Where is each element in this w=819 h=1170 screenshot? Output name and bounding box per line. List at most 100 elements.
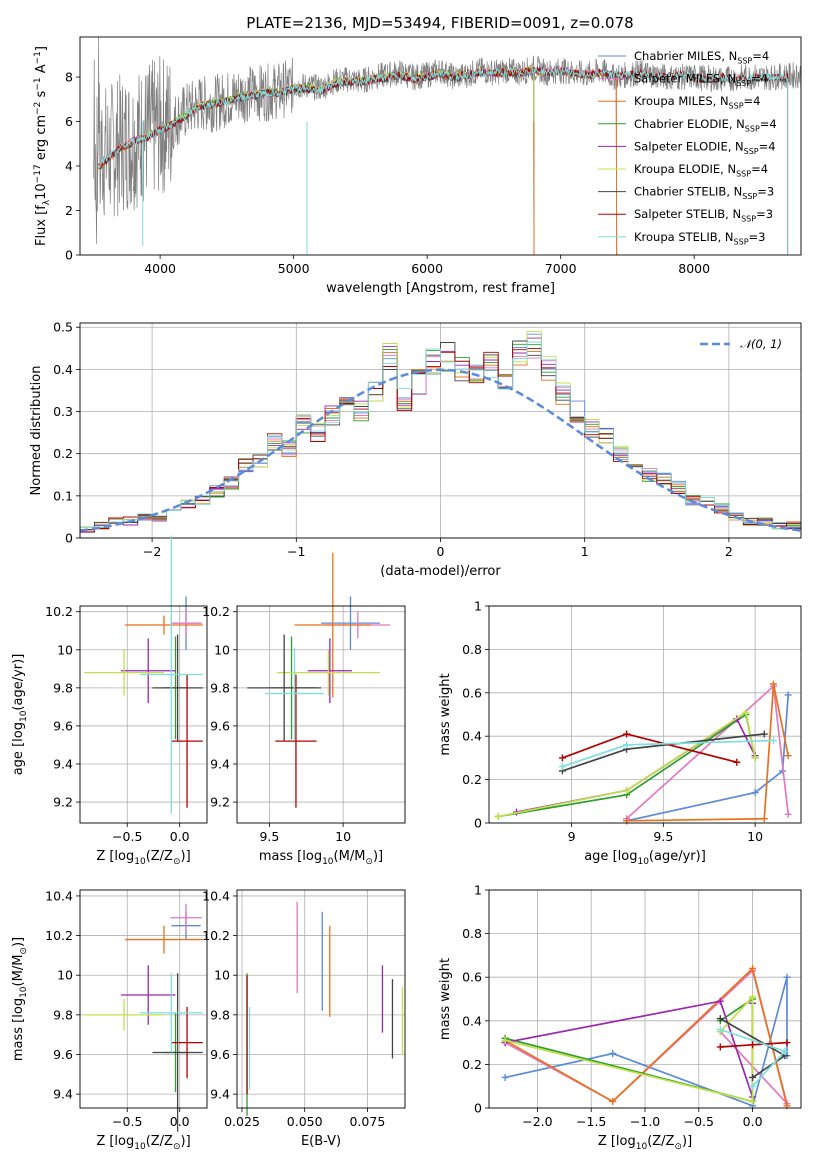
weight-marker bbox=[558, 754, 566, 762]
legend-label: Salpeter STELIB, NSSP=3 bbox=[634, 207, 773, 223]
y-axis-label: age [log10(age/yr)] bbox=[11, 654, 29, 776]
weight-series bbox=[494, 711, 759, 820]
y-tick-label: 1 bbox=[474, 883, 482, 898]
y-tick-label: 9.6 bbox=[53, 718, 73, 733]
weight-marker bbox=[609, 1050, 617, 1057]
weight-series bbox=[716, 1039, 791, 1051]
model-fit-line bbox=[98, 67, 618, 255]
legend-label: Kroupa MILES, NSSP=4 bbox=[634, 94, 760, 110]
error-bar-point bbox=[125, 925, 203, 954]
x-tick-label: 0.075 bbox=[349, 1114, 385, 1129]
y-tick-label: 9.8 bbox=[53, 680, 73, 695]
model-fit-line bbox=[98, 66, 618, 255]
figure-title: PLATE=2136, MJD=53494, FIBERID=0091, z=0… bbox=[246, 14, 633, 32]
y-axis-label: mass weight bbox=[438, 673, 453, 755]
x-tick-label: 0.050 bbox=[287, 1114, 323, 1129]
error-bar-point bbox=[139, 973, 203, 1053]
y-axis-label: mass [log10(M/M⊙)] bbox=[11, 937, 29, 1061]
axes-frame bbox=[79, 36, 802, 256]
x-tick-label: −2 bbox=[143, 544, 161, 559]
x-tick-label: −0.5 bbox=[112, 829, 142, 844]
legend: 𝒩(0, 1) bbox=[700, 337, 782, 351]
x-tick-label: 4000 bbox=[144, 261, 176, 276]
y-tick-label: 9.8 bbox=[53, 1007, 73, 1022]
weight-series bbox=[716, 1015, 789, 1081]
grid-lines bbox=[80, 890, 207, 1108]
weight-marker bbox=[751, 754, 759, 762]
error-bar-point bbox=[152, 973, 203, 1132]
weight-marker bbox=[716, 1026, 724, 1034]
y-tick-label: 9.4 bbox=[210, 1087, 230, 1102]
weight-marker bbox=[623, 730, 631, 738]
weight-marker bbox=[781, 1047, 789, 1055]
x-tick-label: 0 bbox=[437, 544, 445, 559]
y-tick-label: 1 bbox=[474, 599, 482, 614]
model-fit-line bbox=[146, 65, 535, 255]
weight-marker bbox=[749, 1097, 757, 1105]
grid-lines bbox=[237, 606, 405, 823]
weight-series bbox=[558, 737, 777, 771]
weight-line bbox=[504, 966, 788, 1107]
weight-marker bbox=[716, 1015, 724, 1023]
x-tick-label: 10 bbox=[747, 829, 763, 844]
weight-marker bbox=[733, 758, 741, 766]
x-tick-label: 9.5 bbox=[259, 829, 279, 844]
y-tick-label: 0.6 bbox=[462, 685, 482, 700]
normal-distribution-curve bbox=[80, 368, 801, 532]
x-tick-label: 0.0 bbox=[743, 1114, 763, 1129]
y-tick-label: 9.6 bbox=[210, 718, 230, 733]
error-bar-point bbox=[139, 535, 203, 814]
weight-marker bbox=[494, 812, 502, 820]
legend-label: Kroupa STELIB, NSSP=3 bbox=[634, 230, 765, 246]
y-tick-label: 9.6 bbox=[210, 1047, 230, 1062]
y-axis-label: Flux [fλ10−17 erg cm−2 s−1 A−1] bbox=[33, 46, 52, 246]
y-tick-label: 0.5 bbox=[53, 320, 73, 335]
error-bar-point bbox=[152, 634, 203, 742]
y-tick-label: 0 bbox=[65, 531, 73, 546]
y-tick-label: 10.4 bbox=[45, 888, 73, 903]
weight-series bbox=[716, 1026, 789, 1090]
error-bar-point bbox=[170, 903, 202, 932]
weight-marker bbox=[749, 1041, 757, 1049]
error-bar-point bbox=[307, 638, 352, 704]
y-tick-label: 0.6 bbox=[462, 970, 482, 985]
y-tick-label: 0.1 bbox=[53, 488, 73, 503]
model-fit-line bbox=[146, 67, 535, 255]
weight-marker bbox=[623, 741, 631, 749]
x-tick-label: 2 bbox=[725, 544, 733, 559]
weight-series bbox=[494, 708, 759, 820]
plot-area bbox=[80, 330, 801, 538]
error-bar-point bbox=[275, 674, 317, 808]
weight-marker bbox=[501, 1073, 509, 1081]
error-bar-point bbox=[125, 615, 203, 635]
weight-line bbox=[626, 694, 790, 822]
weight-series bbox=[623, 691, 792, 825]
x-axis-label: wavelength [Angstrom, rest frame] bbox=[326, 281, 555, 296]
error-bar-point bbox=[171, 1006, 203, 1079]
y-tick-label: 10 bbox=[214, 968, 230, 983]
legend-label: Salpeter MILES, NSSP=4 bbox=[634, 72, 768, 88]
x-tick-label: 1 bbox=[581, 544, 589, 559]
y-tick-label: 9.4 bbox=[53, 756, 73, 771]
y-tick-label: 0.4 bbox=[462, 729, 482, 744]
weight-series bbox=[501, 993, 757, 1105]
weight-marker bbox=[749, 993, 757, 1001]
y-tick-label: 10.2 bbox=[45, 928, 73, 943]
panel-mass_vs_Z: −0.5 0.0 9.4 9.6 9.8 10 10.2 10.4 Z [log10(Z/Z⊙)… bbox=[11, 888, 208, 1152]
weight-series bbox=[501, 973, 791, 1110]
x-tick-label: 5000 bbox=[278, 261, 310, 276]
plot-area bbox=[246, 901, 404, 1116]
error-bar-point bbox=[84, 649, 164, 696]
x-tick-label: 9.5 bbox=[653, 829, 673, 844]
weight-series bbox=[623, 682, 792, 823]
legend-label: Salpeter ELODIE, NSSP=4 bbox=[634, 139, 776, 155]
weight-marker bbox=[609, 1097, 617, 1105]
error-bar-point bbox=[321, 596, 380, 650]
weight-marker bbox=[783, 973, 791, 981]
y-tick-label: 8 bbox=[65, 70, 73, 85]
model-fit-line bbox=[98, 65, 789, 255]
x-tick-label: 6000 bbox=[411, 261, 443, 276]
x-tick-label: 0.025 bbox=[224, 1114, 260, 1129]
panel-mass_vs_ebv: 0.025 0.050 0.075 9.4 9.6 9.8 10 10.2 10.4 E(B-V) bbox=[202, 888, 406, 1149]
grid-lines bbox=[80, 606, 207, 823]
